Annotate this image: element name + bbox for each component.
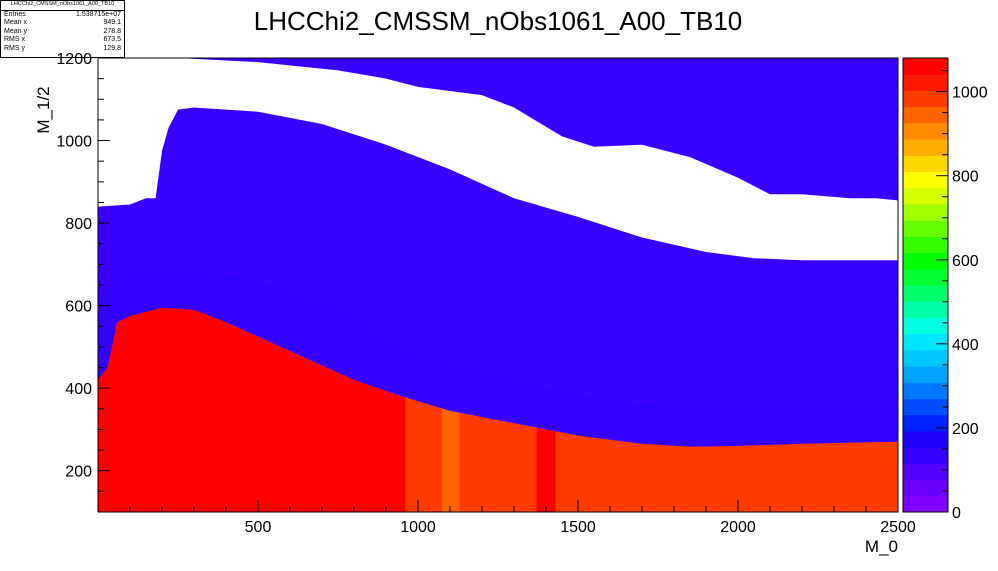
stats-row: Mean y 278.8 — [1, 28, 124, 37]
colorbar-swatch — [903, 317, 948, 335]
colorbar: 0 200 400 600 800 1000 — [902, 57, 988, 522]
stats-rows: Entries 1.538715e+07 Mean x 949.1 Mean y 278.… — [1, 11, 124, 54]
colorbar-tick-label: 200 — [952, 421, 979, 438]
x-tick-label: 1500 — [560, 519, 596, 536]
chart-title: LHCChi2_CMSSM_nObs1061_A00_TB10 — [253, 6, 743, 36]
colorbar-swatch — [903, 463, 948, 481]
y-tick-label: 800 — [65, 216, 92, 233]
colorbar-swatch — [903, 382, 948, 399]
x-tick-label: 2500 — [880, 519, 916, 536]
colorbar-swatch — [903, 58, 948, 75]
colorbar-swatch — [903, 187, 948, 205]
colorbar-tick-label: 600 — [952, 253, 979, 270]
colorbar-swatch — [903, 495, 948, 513]
y-tick-label: 600 — [65, 299, 92, 316]
x-tick-label: 2000 — [720, 519, 756, 536]
stats-value: 673.5 — [103, 36, 121, 44]
colorbar-frame — [902, 57, 949, 513]
colorbar-swatch — [903, 252, 948, 270]
colorbar-swatch — [903, 479, 948, 497]
stats-label: Entries — [4, 10, 26, 18]
colorbar-tick-label: 800 — [952, 169, 979, 186]
x-axis-label: M_0 — [865, 537, 898, 556]
colorbar-swatch — [903, 155, 948, 172]
colorbar-swatch — [903, 122, 948, 140]
colorbar-swatch — [903, 139, 948, 156]
colorbar-swatch — [903, 349, 948, 367]
colorbar-swatch — [903, 106, 948, 124]
stats-box: LHCChi2_CMSSM_nObs1061_A00_TB10 Entries 1… — [0, 0, 125, 58]
stats-row: RMS x 673.5 — [1, 36, 124, 45]
colorbar-swatch — [903, 333, 948, 351]
colorbar-swatch — [903, 285, 948, 302]
y-axis-label: M_1/2 — [34, 86, 53, 133]
plot-area — [98, 58, 898, 512]
colorbar-swatch — [903, 398, 948, 416]
heatmap-region-blue-ring-band — [98, 270, 898, 447]
heatmap-region-white-excluded-band — [98, 58, 898, 261]
colorbar-tick-label: 400 — [952, 337, 979, 354]
y-tick-label: 400 — [65, 381, 92, 398]
x-axis: 500 1000 1500 2000 2500 — [129, 500, 916, 536]
colorbar-swatch — [903, 268, 948, 286]
x-tick-label: 1000 — [400, 519, 436, 536]
colorbar-swatch — [903, 203, 948, 221]
stats-value: 129.8 — [103, 44, 121, 52]
colorbar-tick-label: 0 — [952, 505, 961, 522]
y-tick-label: 200 — [65, 464, 92, 481]
stats-label: Mean y — [4, 27, 27, 35]
stats-row: Mean x 949.1 — [1, 19, 124, 28]
colorbar-swatch — [903, 447, 948, 464]
y-tick-label: 1000 — [56, 134, 92, 151]
y-axis: 200 400 600 800 1000 1200 — [56, 51, 110, 513]
colorbar-tick-label: 1000 — [952, 85, 988, 102]
stats-row: RMS y 129.8 — [1, 45, 124, 54]
colorbar-swatch — [903, 414, 948, 432]
stats-label: RMS y — [4, 44, 25, 52]
colorbar-swatch — [903, 220, 948, 237]
colorbar-swatch — [903, 74, 948, 91]
colorbar-swatch — [903, 90, 948, 108]
y-tick-label: 1200 — [56, 51, 92, 68]
stats-value: 278.8 — [103, 27, 121, 35]
x-tick-label: 500 — [245, 519, 272, 536]
stats-value: 949.1 — [103, 19, 121, 27]
colorbar-swatch — [903, 301, 948, 318]
stats-value: 1.538715e+07 — [76, 10, 121, 18]
colorbar-swatch — [903, 430, 948, 448]
colorbar-swatch — [903, 236, 948, 254]
stats-label: RMS x — [4, 36, 25, 44]
stats-title: LHCChi2_CMSSM_nObs1061_A00_TB10 — [1, 1, 124, 11]
stats-row: Entries 1.538715e+07 — [1, 11, 124, 20]
stats-label: Mean x — [4, 19, 27, 27]
colorbar-swatch — [903, 171, 948, 189]
colorbar-swatch — [903, 366, 948, 383]
